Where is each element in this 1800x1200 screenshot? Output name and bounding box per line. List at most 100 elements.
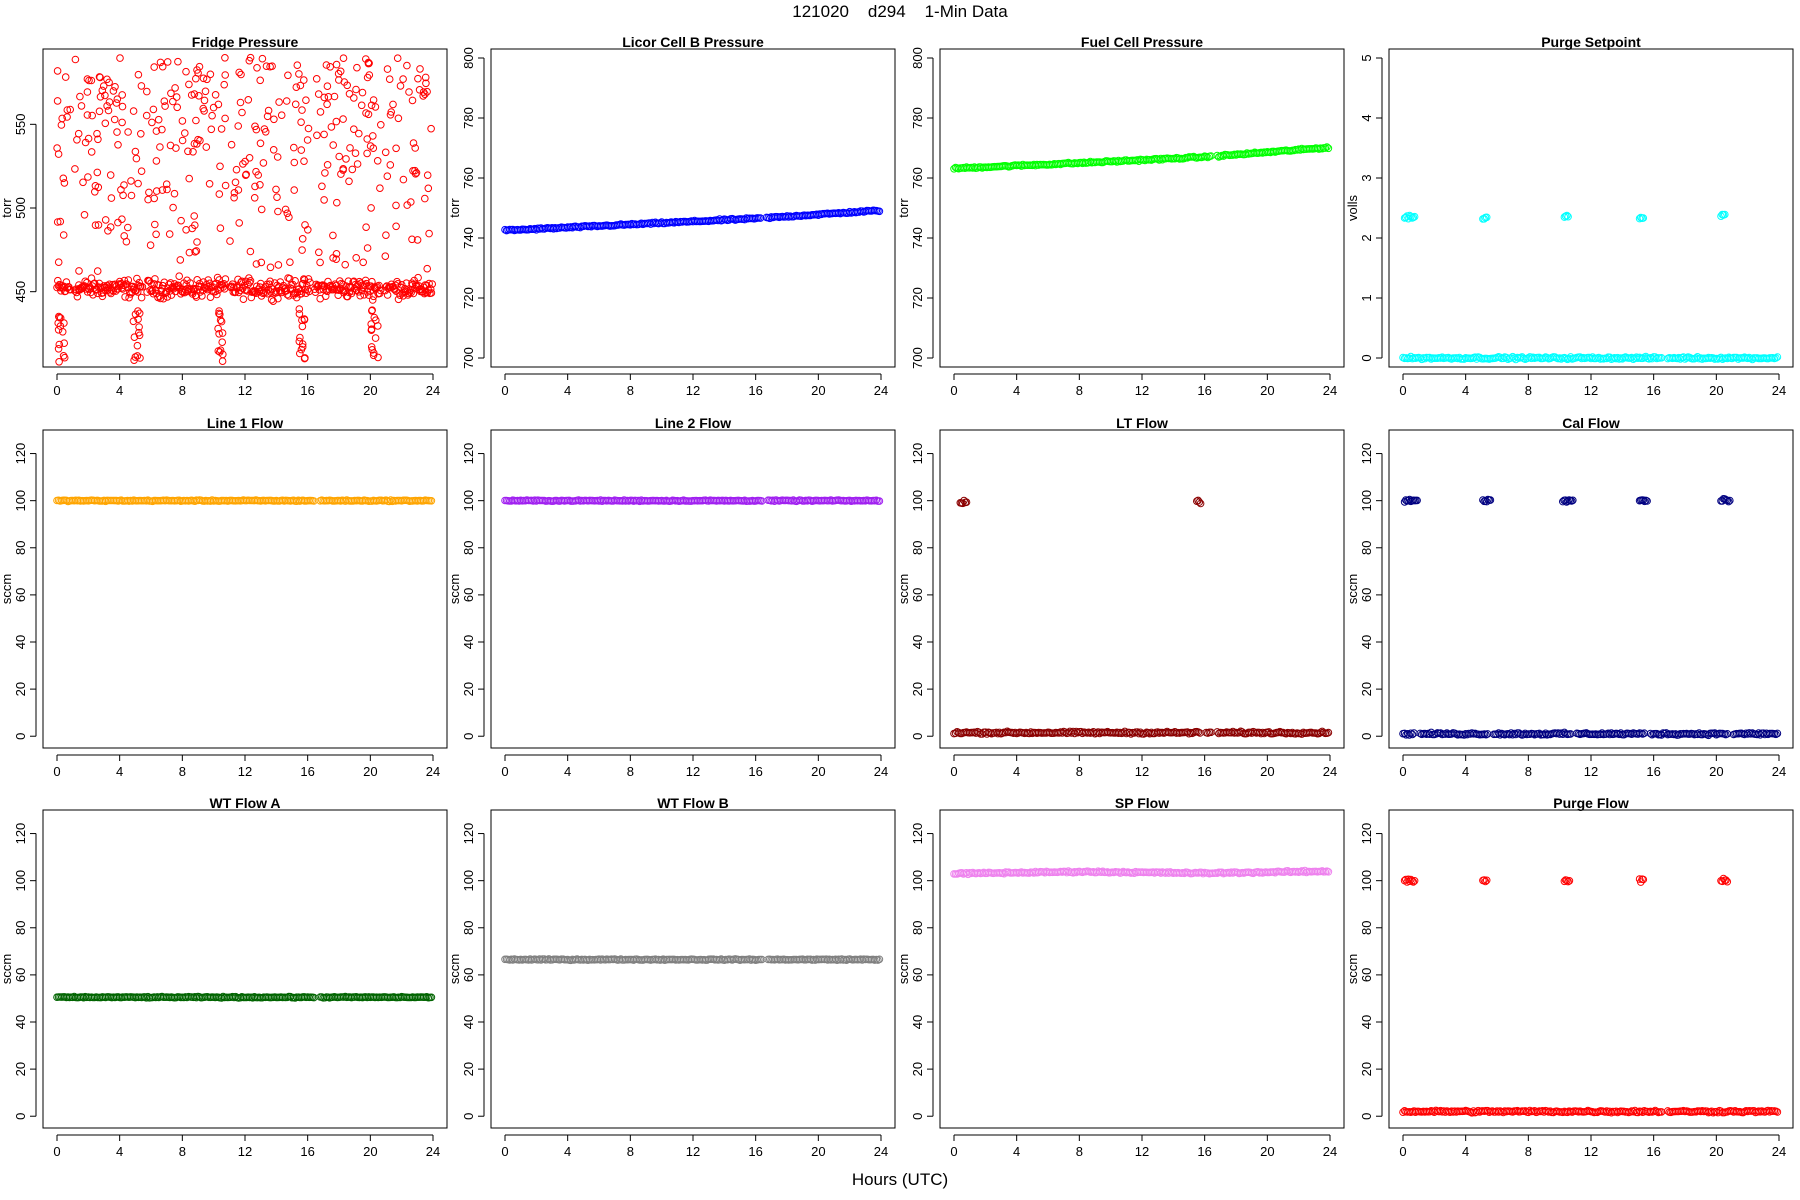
data-point xyxy=(363,135,372,143)
data-point xyxy=(124,223,132,232)
data-point xyxy=(421,73,430,82)
panel-line-2-flow: Line 2 Flow 0 4 8 12 16 20 24 0 20 40 60 80 100 120 scc… xyxy=(447,415,896,779)
data-point xyxy=(135,323,143,331)
data-point xyxy=(275,98,283,106)
data-point xyxy=(113,128,121,136)
data-point xyxy=(392,222,400,231)
data-point xyxy=(409,289,418,298)
y-tick-label: 550 xyxy=(13,113,28,135)
data-point xyxy=(53,144,61,152)
y-tick-label: 0 xyxy=(1359,733,1374,740)
data-point xyxy=(192,293,201,301)
data-point xyxy=(172,93,181,101)
data-point xyxy=(327,123,336,131)
x-tick-label: 24 xyxy=(1323,1144,1337,1159)
data-point xyxy=(66,105,74,114)
data-point xyxy=(315,248,323,257)
data-point xyxy=(133,341,142,350)
data-point xyxy=(118,102,127,111)
data-point xyxy=(130,333,139,342)
data-point xyxy=(73,136,81,144)
data-point xyxy=(365,291,373,299)
data-point xyxy=(1640,497,1649,506)
data-point xyxy=(55,313,64,322)
data-point xyxy=(1639,875,1648,884)
data-point xyxy=(158,125,166,134)
data-point xyxy=(221,71,229,79)
data-point xyxy=(256,76,265,85)
data-point xyxy=(332,117,341,126)
data-point xyxy=(1721,210,1729,219)
data-point xyxy=(421,90,429,98)
plot-frame xyxy=(939,48,1345,368)
data-point xyxy=(422,993,431,1001)
data-point xyxy=(1321,144,1330,152)
y-tick-label: 780 xyxy=(910,107,925,129)
data-point xyxy=(215,309,223,318)
chart-title: Fridge Pressure xyxy=(192,34,299,50)
x-tick-label: 0 xyxy=(501,1144,508,1159)
data-point xyxy=(62,278,71,286)
x-tick-label: 24 xyxy=(426,1144,440,1159)
x-tick-label: 12 xyxy=(1584,764,1598,779)
data-point xyxy=(107,194,116,202)
data-point xyxy=(363,149,371,158)
data-point xyxy=(1324,728,1333,737)
data-point xyxy=(426,285,435,293)
data-point xyxy=(300,275,308,283)
y-tick-label: 80 xyxy=(13,921,28,935)
y-tick-label: 120 xyxy=(910,823,925,845)
data-point xyxy=(370,313,379,322)
data-point xyxy=(182,226,190,234)
data-point xyxy=(324,277,332,286)
data-point xyxy=(199,74,208,83)
x-tick-label: 20 xyxy=(1260,1144,1274,1159)
data-point xyxy=(381,252,390,261)
data-point xyxy=(93,129,101,138)
data-point xyxy=(215,330,223,338)
y-tick-label: 120 xyxy=(1359,823,1374,845)
data-point xyxy=(234,122,242,130)
data-point xyxy=(874,956,882,964)
y-tick-label: 100 xyxy=(461,870,476,892)
y-tick-label: 40 xyxy=(1359,1015,1374,1029)
data-point xyxy=(150,194,158,203)
data-point xyxy=(350,94,358,102)
x-tick-label: 16 xyxy=(748,764,762,779)
y-tick-label: 40 xyxy=(13,635,28,649)
data-point xyxy=(61,73,70,81)
data-point xyxy=(57,121,66,129)
x-tick-label: 0 xyxy=(1399,383,1406,398)
data-point xyxy=(322,61,331,69)
data-point xyxy=(91,182,100,190)
y-tick-label: 0 xyxy=(910,1113,925,1120)
panel-wt-flow-a: WT Flow A 0 4 8 12 16 20 24 0 20 40 60 80 100 120 sccm xyxy=(0,795,448,1159)
data-point xyxy=(184,147,192,156)
y-tick-label: 0 xyxy=(1359,1113,1374,1120)
data-point xyxy=(113,95,122,103)
data-point xyxy=(209,103,218,112)
data-point xyxy=(142,111,151,120)
data-point xyxy=(376,184,384,192)
x-tick-label: 8 xyxy=(1525,1144,1532,1159)
data-point xyxy=(271,279,279,287)
data-point xyxy=(80,211,89,219)
data-point xyxy=(63,106,72,114)
data-point xyxy=(244,96,253,104)
data-point xyxy=(301,285,310,294)
data-point xyxy=(312,75,321,83)
data-point xyxy=(423,264,432,273)
data-point xyxy=(54,258,63,267)
x-tick-label: 4 xyxy=(564,383,571,398)
data-point xyxy=(213,290,221,299)
y-axis-label: sccm xyxy=(1345,954,1360,984)
x-tick-label: 12 xyxy=(1135,1144,1149,1159)
y-axis-label: sccm xyxy=(447,954,462,984)
chart-title: Cal Flow xyxy=(1562,415,1620,431)
data-point xyxy=(76,92,84,101)
y-tick-label: 60 xyxy=(910,968,925,982)
data-point xyxy=(116,54,124,62)
data-point xyxy=(256,139,265,148)
data-point xyxy=(339,115,347,123)
data-point xyxy=(93,168,102,177)
